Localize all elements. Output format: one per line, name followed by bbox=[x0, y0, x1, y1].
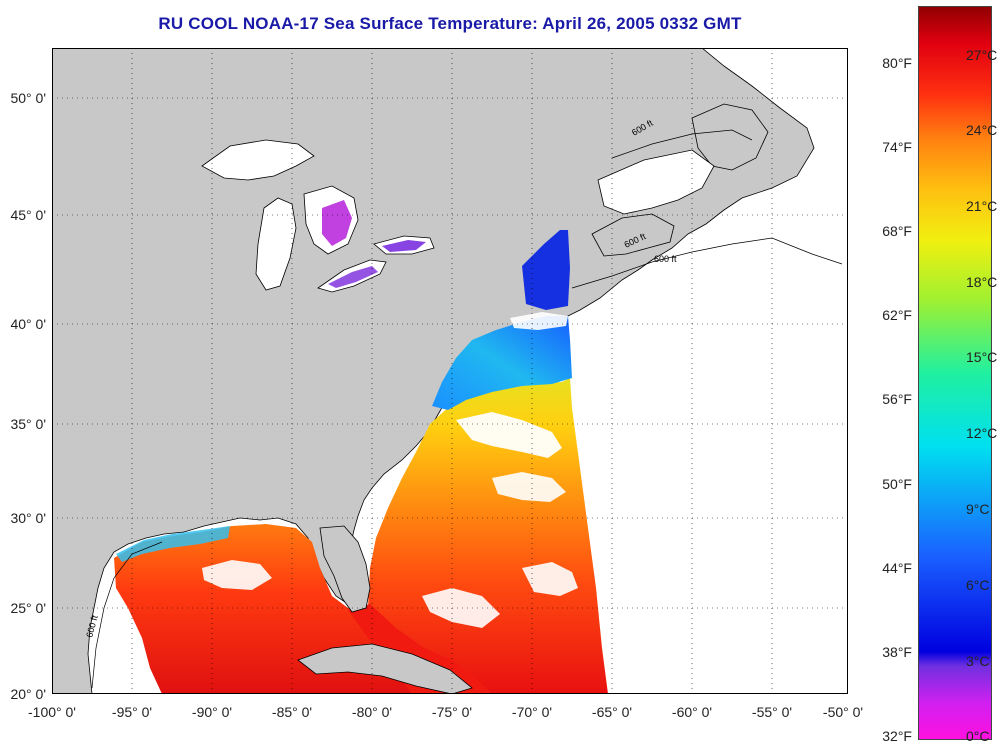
sst-straits bbox=[348, 604, 492, 694]
lake-ontario-sst bbox=[382, 240, 426, 252]
land-cuba bbox=[297, 643, 473, 694]
lon-label: -60° 0' bbox=[671, 704, 713, 720]
colorbar-gradient bbox=[918, 6, 992, 740]
colorbar-c-label: 3°C bbox=[966, 653, 990, 669]
colorbar-f-label: 32°F bbox=[882, 728, 912, 744]
colorbar-c-label: 18°C bbox=[966, 274, 998, 290]
lake-erie-sst bbox=[328, 266, 378, 288]
colorbar-f-label: 62°F bbox=[882, 307, 912, 323]
lon-label: -65° 0' bbox=[591, 704, 633, 720]
colorbar-c-label: 0°C bbox=[966, 728, 990, 744]
cloud-patch bbox=[510, 312, 568, 330]
lon-label: -75° 0' bbox=[431, 704, 473, 720]
colorbar-f-label: 38°F bbox=[882, 644, 912, 660]
map-frame bbox=[52, 48, 848, 694]
map-canvas: 600 ft 600 ft 600 ft 600 ft bbox=[52, 48, 848, 694]
colorbar-f-label: 80°F bbox=[882, 55, 912, 71]
land-florida bbox=[319, 525, 371, 613]
contour-600ft bbox=[91, 129, 843, 689]
cloud-patch bbox=[422, 588, 500, 628]
cloud-patch bbox=[456, 412, 562, 458]
lon-label: -70° 0' bbox=[511, 704, 553, 720]
sst-map: 600 ft 600 ft 600 ft 600 ft bbox=[52, 48, 848, 694]
lat-label: 50° 0' bbox=[10, 90, 46, 106]
lon-label: -100° 0' bbox=[28, 704, 76, 720]
colorbar-c-label: 6°C bbox=[966, 577, 990, 593]
colorbar-c-label: 12°C bbox=[966, 425, 998, 441]
lat-label: 35° 0' bbox=[10, 416, 46, 432]
land-nova-scotia bbox=[591, 213, 675, 257]
lat-label: 45° 0' bbox=[10, 207, 46, 223]
colorbar-f-label: 74°F bbox=[882, 139, 912, 155]
lake-michigan bbox=[255, 197, 297, 291]
sst-shelf-cool bbox=[432, 316, 572, 410]
colorbar-c-label: 9°C bbox=[966, 501, 990, 517]
colorbar-f-label: 68°F bbox=[882, 223, 912, 239]
lon-label: -95° 0' bbox=[111, 704, 153, 720]
lake-superior bbox=[201, 139, 315, 181]
gulf-st-lawrence bbox=[597, 149, 715, 215]
colorbar-f-label: 50°F bbox=[882, 476, 912, 492]
colorbar-c-label: 27°C bbox=[966, 47, 998, 63]
lon-label: -90° 0' bbox=[191, 704, 233, 720]
sst-gulf-maine bbox=[522, 230, 570, 310]
colorbar-f-label: 44°F bbox=[882, 560, 912, 576]
lake-huron-sst bbox=[322, 200, 352, 246]
colorbar-c-label: 21°C bbox=[966, 198, 998, 214]
map-title: RU COOL NOAA-17 Sea Surface Temperature:… bbox=[158, 14, 742, 33]
lon-label: -85° 0' bbox=[271, 704, 313, 720]
sst-gulf-coastal bbox=[116, 526, 230, 562]
lat-label: 40° 0' bbox=[10, 316, 46, 332]
colorbar-f-label: 56°F bbox=[882, 391, 912, 407]
lon-label: -50° 0' bbox=[822, 704, 864, 720]
colorbar-fill bbox=[918, 6, 992, 740]
lat-label: 20° 0' bbox=[10, 686, 46, 702]
lon-label: -55° 0' bbox=[751, 704, 793, 720]
cloud-patch bbox=[522, 562, 578, 596]
colorbar-c-label: 15°C bbox=[966, 349, 998, 365]
lat-label: 25° 0' bbox=[10, 600, 46, 616]
land-newfoundland bbox=[691, 103, 769, 171]
colorbar bbox=[918, 6, 992, 740]
contour-label: 600 ft bbox=[654, 254, 677, 264]
colorbar-c-label: 24°C bbox=[966, 122, 998, 138]
lon-label: -80° 0' bbox=[351, 704, 393, 720]
cloud-patch bbox=[492, 472, 566, 502]
cloud-patch bbox=[202, 560, 272, 590]
lat-label: 30° 0' bbox=[10, 510, 46, 526]
